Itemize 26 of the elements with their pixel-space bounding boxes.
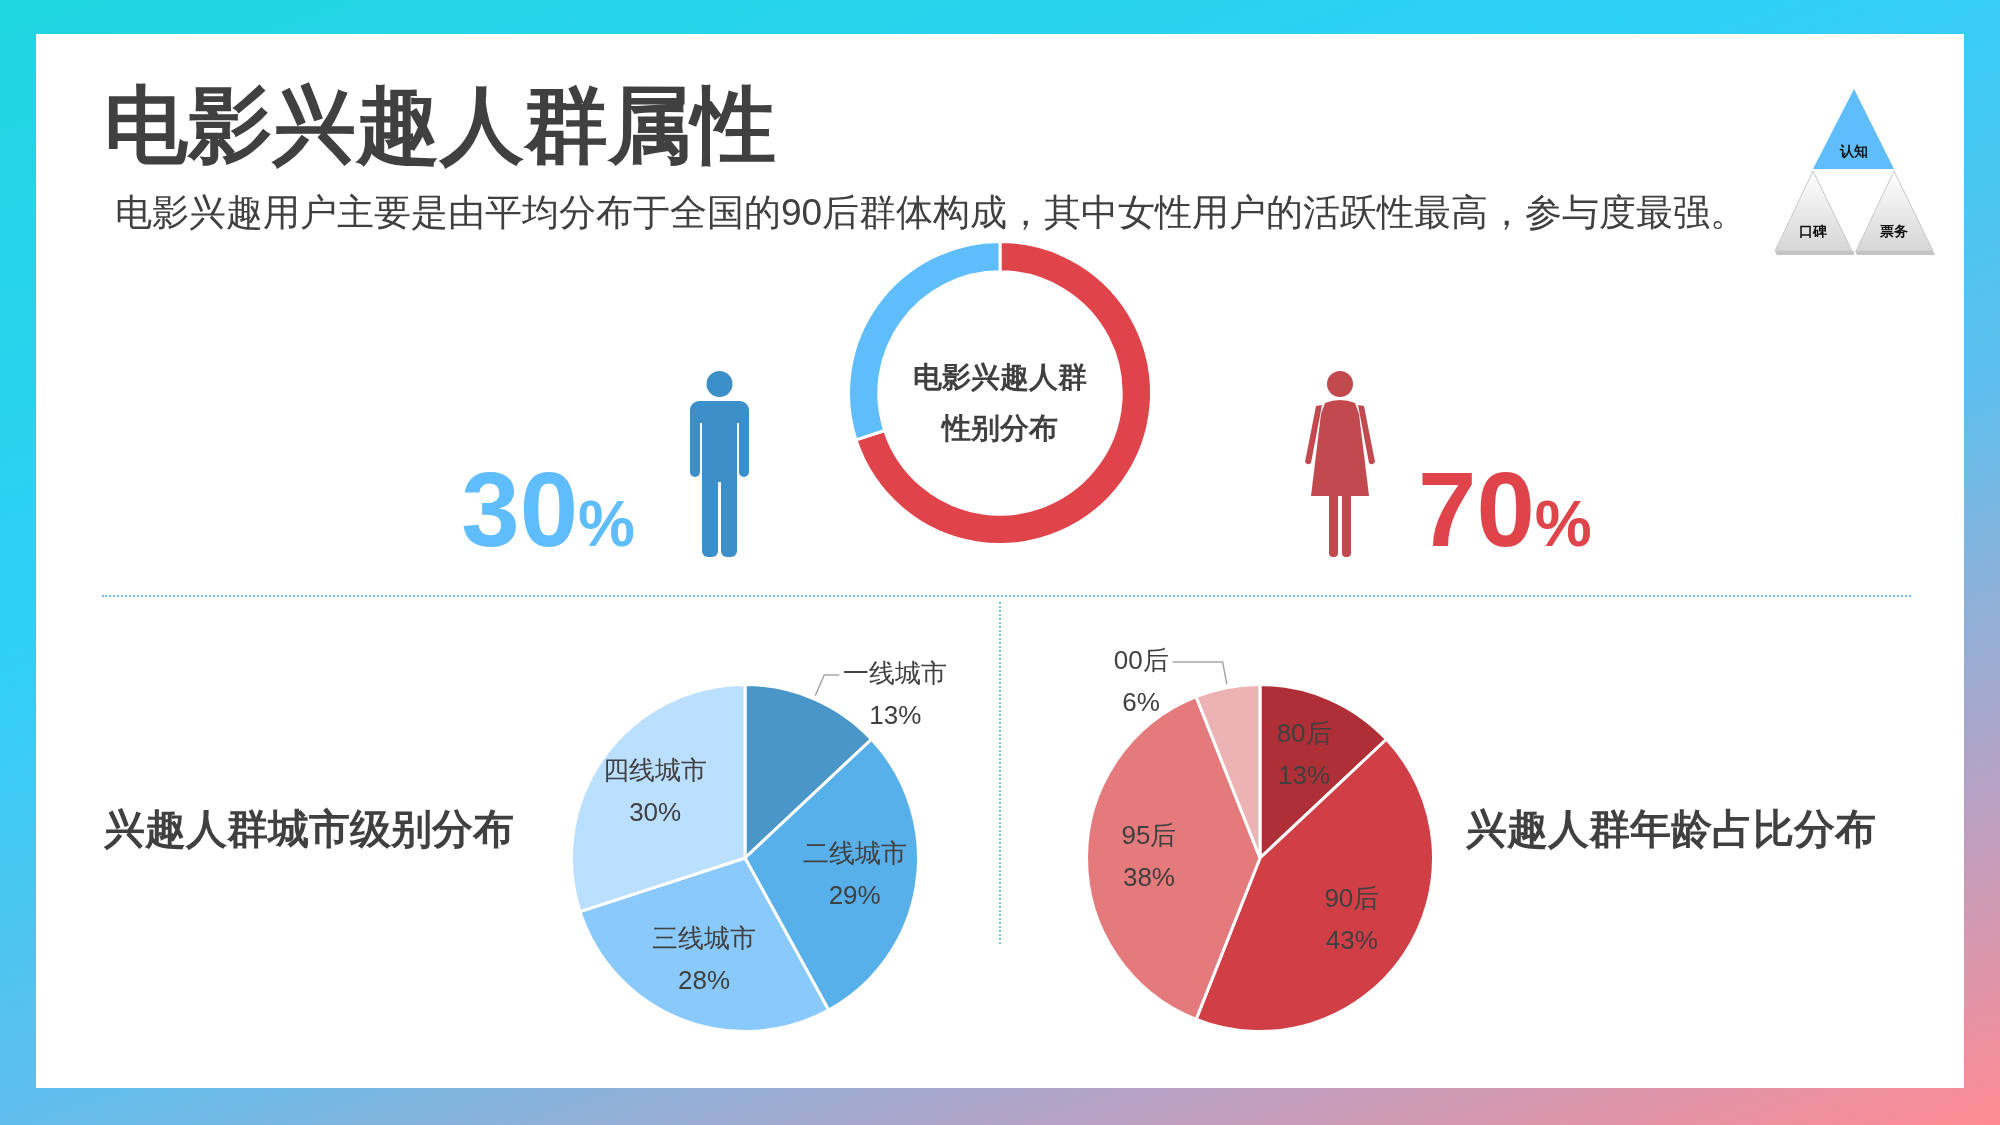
slice-label: 四线城市 <box>603 754 708 785</box>
slice-label: 三线城市 <box>652 923 757 954</box>
data-label: 6% <box>1122 687 1160 718</box>
data-label: 70% <box>1418 451 1592 570</box>
text: 兴趣人群年龄占比分布 <box>1466 805 1876 854</box>
slice-label: 95后 <box>1121 820 1177 851</box>
data-label: 30% <box>461 451 635 570</box>
data-label: 29% <box>828 879 881 910</box>
data-label: 30% <box>629 796 682 827</box>
slice-label: 00后 <box>1113 645 1169 676</box>
slice-label: 二线城市 <box>802 837 907 868</box>
data-label: 13% <box>869 700 922 731</box>
text: 兴趣人群城市级别分布 <box>104 805 514 854</box>
slice-label: 90后 <box>1324 882 1380 913</box>
data-label: 43% <box>1325 924 1378 955</box>
text: 口碑 <box>1799 222 1827 240</box>
slice-label: 一线城市 <box>843 658 948 689</box>
text: 认知 <box>1840 142 1868 160</box>
text: 票务 <box>1880 222 1908 240</box>
text: 电影兴趣人群属性 <box>104 78 776 172</box>
text: 电影兴趣用户主要是由平均分布于全国的90后群体构成，其中女性用户的活跃性最高，参与度最强。 <box>115 191 1748 235</box>
text: 电影兴趣人群性别分布 <box>912 360 1088 446</box>
data-label: 38% <box>1122 862 1175 893</box>
slice-label: 80后 <box>1276 718 1332 749</box>
data-label: 28% <box>678 965 731 996</box>
data-label: 13% <box>1278 760 1331 791</box>
